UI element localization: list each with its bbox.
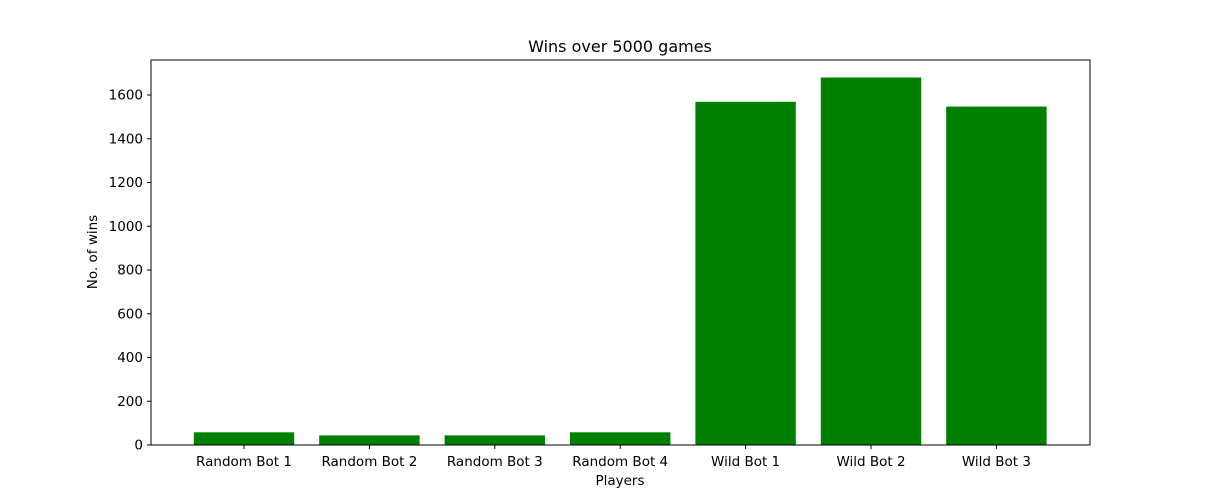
y-tick-label: 800 (117, 263, 143, 279)
bar-random-bot-1 (193, 432, 295, 445)
y-tick-label: 1400 (109, 131, 143, 147)
y-axis: 0 200 400 600 800 1000 1200 1400 1600 (109, 88, 151, 454)
x-axis-label: Players (595, 473, 644, 489)
y-tick-label: 600 (117, 306, 143, 322)
x-tick-label: Random Bot 1 (196, 454, 292, 470)
y-tick-label: 0 (134, 438, 143, 454)
y-tick-label: 1200 (109, 175, 143, 191)
x-tick-label: Random Bot 3 (447, 454, 543, 470)
plot-frame (150, 59, 1091, 446)
y-tick-label: 1000 (109, 219, 143, 235)
x-tick-label: Wild Bot 3 (962, 454, 1031, 470)
x-tick-label: Random Bot 2 (321, 454, 417, 470)
x-axis: Random Bot 1 Random Bot 2 Random Bot 3 Rand… (196, 445, 1031, 470)
x-tick-label: Wild Bot 2 (836, 454, 905, 470)
y-axis-label: No. of wins (85, 215, 101, 289)
y-tick-label: 400 (117, 350, 143, 366)
bar-wild-bot-1 (695, 101, 796, 445)
bar-wild-bot-2 (820, 77, 922, 445)
bar-wild-bot-3 (946, 106, 1047, 445)
bar-random-bot-2 (319, 435, 420, 445)
y-tick-label: 200 (117, 394, 143, 410)
x-tick-label: Random Bot 4 (572, 454, 668, 470)
bars (193, 77, 1047, 445)
bar-random-bot-4 (570, 432, 671, 445)
y-tick-label: 1600 (109, 88, 143, 104)
chart-title: Wins over 5000 games (528, 37, 712, 56)
x-tick-label: Wild Bot 1 (711, 454, 780, 470)
bar-random-bot-3 (444, 435, 545, 445)
